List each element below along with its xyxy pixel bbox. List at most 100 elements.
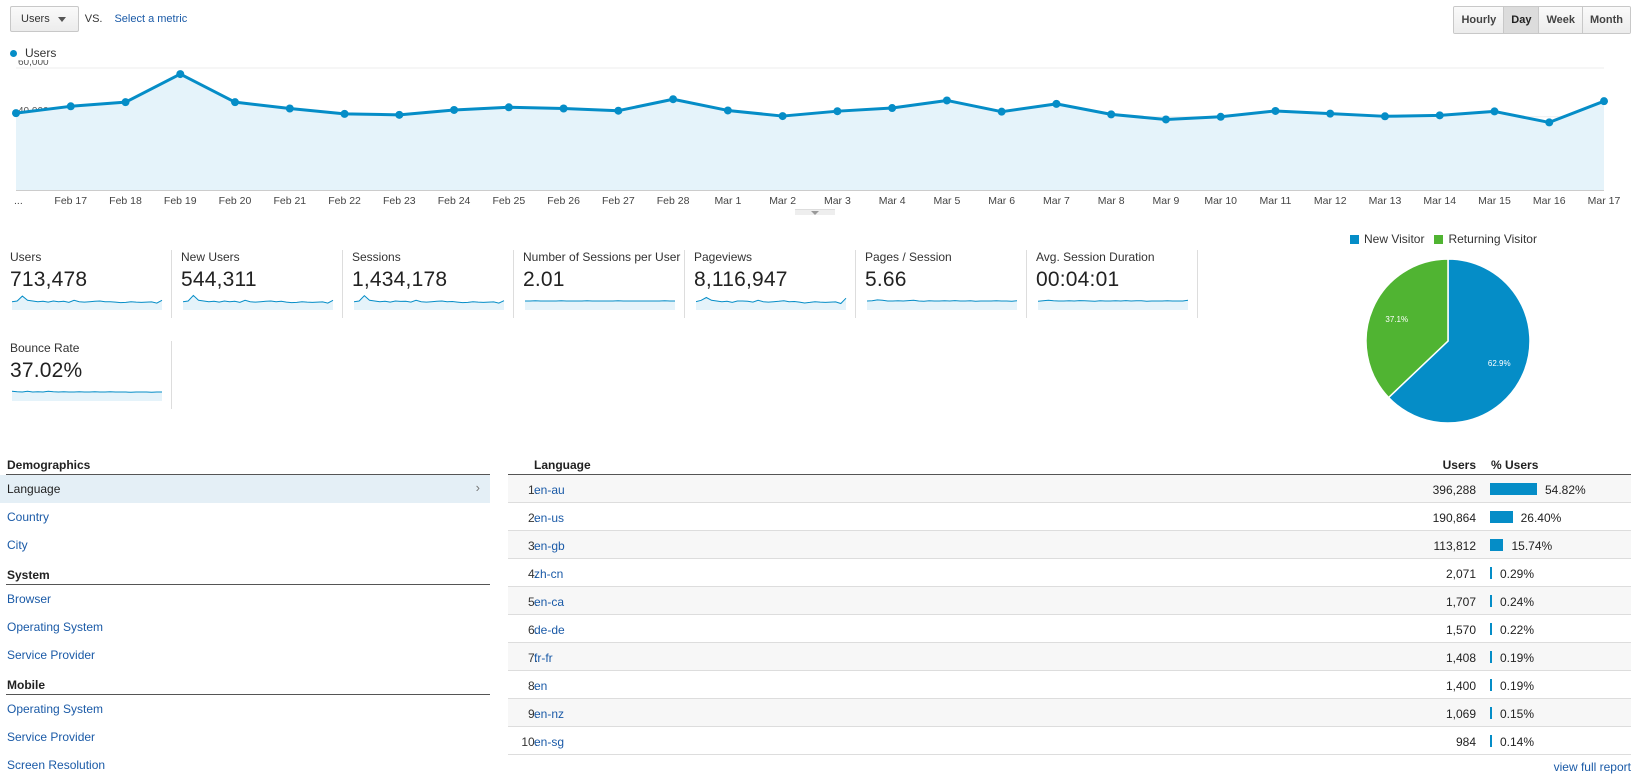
row-language-link[interactable]: zh-cn <box>534 567 564 581</box>
scorecard-bounce-rate[interactable]: Bounce Rate 37.02% <box>10 341 172 409</box>
data-point[interactable] <box>176 70 185 79</box>
data-point[interactable] <box>942 96 951 105</box>
data-point[interactable] <box>1271 106 1280 115</box>
data-point[interactable] <box>1326 109 1335 118</box>
data-point[interactable] <box>12 109 20 118</box>
scorecard-divider <box>1197 250 1198 318</box>
data-point[interactable] <box>669 95 678 104</box>
nav-item-screen-resolution[interactable]: Screen Resolution <box>7 758 106 772</box>
granularity-month-button[interactable]: Month <box>1582 7 1630 33</box>
data-point[interactable] <box>559 104 568 113</box>
x-tick-label: Feb 28 <box>657 195 690 207</box>
row-pct-users: 54.82% <box>1545 483 1586 497</box>
scorecard-pages-session[interactable]: Pages / Session 5.66 <box>865 250 1027 318</box>
row-index: 4. <box>527 567 538 581</box>
data-point[interactable] <box>1435 111 1444 120</box>
scorecard-value: 8,116,947 <box>694 268 788 291</box>
nav-item-operating-system[interactable]: Operating System <box>7 620 104 634</box>
metric-select[interactable]: Users <box>10 6 79 32</box>
scorecard-pageviews[interactable]: Pageviews 8,116,947 <box>694 250 856 318</box>
scorecard-divider <box>1026 250 1027 318</box>
data-point[interactable] <box>723 106 732 115</box>
x-tick-label: Mar 15 <box>1478 195 1511 207</box>
data-point[interactable] <box>1380 112 1389 121</box>
pie-slice[interactable] <box>1365 258 1449 399</box>
granularity-toggle: Hourly Day Week Month <box>1453 6 1631 34</box>
scorecard-label: Number of Sessions per User <box>523 250 681 264</box>
nav-item-service-provider[interactable]: Service Provider <box>7 648 96 662</box>
nav-item-language[interactable]: Language <box>0 474 490 503</box>
data-point[interactable] <box>1052 99 1061 108</box>
row-pct-users: 26.40% <box>1520 511 1562 525</box>
nav-item-country[interactable]: Country <box>7 510 50 524</box>
data-point[interactable] <box>1216 112 1225 121</box>
series-dot-icon <box>10 49 17 57</box>
data-point[interactable] <box>340 109 349 118</box>
row-language-link[interactable]: en-au <box>534 483 565 497</box>
scorecard-sessions[interactable]: Sessions 1,434,178 <box>352 250 514 318</box>
scorecard-label: Pageviews <box>694 250 753 264</box>
sparkline <box>1038 299 1189 310</box>
data-point[interactable] <box>121 98 130 107</box>
table-row: 10. en-sg 984 0.14% <box>508 727 1631 755</box>
row-language-link[interactable]: en <box>534 679 548 693</box>
x-tick-label: Mar 2 <box>769 195 796 207</box>
nav-item-service-provider[interactable]: Service Provider <box>7 730 96 744</box>
granularity-hourly-button[interactable]: Hourly <box>1454 7 1504 33</box>
view-full-report-link[interactable]: view full report <box>1553 760 1631 774</box>
data-point[interactable] <box>1107 110 1116 119</box>
row-share-bar <box>1490 735 1492 747</box>
nav-section-mobile: Mobile <box>6 675 490 695</box>
scorecard-users[interactable]: Users 713,478 <box>10 250 172 318</box>
nav-item-browser[interactable]: Browser <box>7 592 52 606</box>
granularity-week-button[interactable]: Week <box>1538 7 1583 33</box>
data-point[interactable] <box>450 105 459 114</box>
row-language-link[interactable]: fr-fr <box>534 651 553 665</box>
table-row: 9. en-nz 1,069 0.15% <box>508 699 1631 727</box>
data-point[interactable] <box>285 104 294 113</box>
row-language-link[interactable]: de-de <box>534 623 565 637</box>
x-tick-label: Feb 17 <box>54 195 87 207</box>
select-metric-link[interactable]: Select a metric <box>114 13 188 25</box>
data-point[interactable] <box>66 102 75 111</box>
granularity-day-button[interactable]: Day <box>1503 7 1539 33</box>
pie-slice[interactable] <box>1387 258 1531 424</box>
row-share-bar <box>1490 567 1492 579</box>
row-language-link[interactable]: en-sg <box>534 735 565 749</box>
chart-resize-handle[interactable] <box>795 209 835 215</box>
data-point[interactable] <box>1600 97 1608 106</box>
table-header: Language Users % Users <box>508 455 1631 475</box>
data-point[interactable] <box>614 106 623 115</box>
scorecard-value: 713,478 <box>10 268 88 291</box>
visitor-type-pie: 62.9% 37.1% <box>1365 258 1531 424</box>
row-language-link[interactable]: en-ca <box>534 595 565 609</box>
legend-swatch <box>1434 234 1444 244</box>
data-point[interactable] <box>1545 118 1554 127</box>
nav-item-operating-system[interactable]: Operating System <box>7 702 104 716</box>
x-tick-label: Mar 9 <box>1153 195 1180 207</box>
data-point[interactable] <box>997 107 1006 116</box>
data-point[interactable] <box>1161 115 1170 124</box>
data-point[interactable] <box>395 110 404 119</box>
scorecard-number-of-sessions-per-user[interactable]: Number of Sessions per User 2.01 <box>523 250 685 318</box>
data-point[interactable] <box>504 103 513 112</box>
scorecard-avg-session-duration[interactable]: Avg. Session Duration 00:04:01 <box>1036 250 1198 318</box>
pie-legend-item: Returning Visitor <box>1434 232 1537 246</box>
metric-select-label: Users <box>21 13 50 25</box>
chart-legend: Users <box>10 46 56 60</box>
row-language-link[interactable]: en-us <box>534 511 565 525</box>
pie-slice-label: 62.9% <box>1488 359 1511 368</box>
row-language-link[interactable]: en-nz <box>534 707 565 721</box>
sparkline-line <box>867 299 1018 302</box>
nav-item-city[interactable]: City <box>7 538 28 552</box>
data-point[interactable] <box>778 112 787 121</box>
data-point[interactable] <box>888 104 897 113</box>
data-point[interactable] <box>231 98 240 107</box>
table-row: 8. en 1,400 0.19% <box>508 671 1631 699</box>
row-users: 190,864 <box>1432 511 1476 525</box>
row-language-link[interactable]: en-gb <box>534 539 565 553</box>
data-point[interactable] <box>833 107 842 116</box>
data-point[interactable] <box>1490 107 1499 116</box>
pie-legend-item: New Visitor <box>1350 232 1424 246</box>
scorecard-new-users[interactable]: New Users 544,311 <box>181 250 343 318</box>
